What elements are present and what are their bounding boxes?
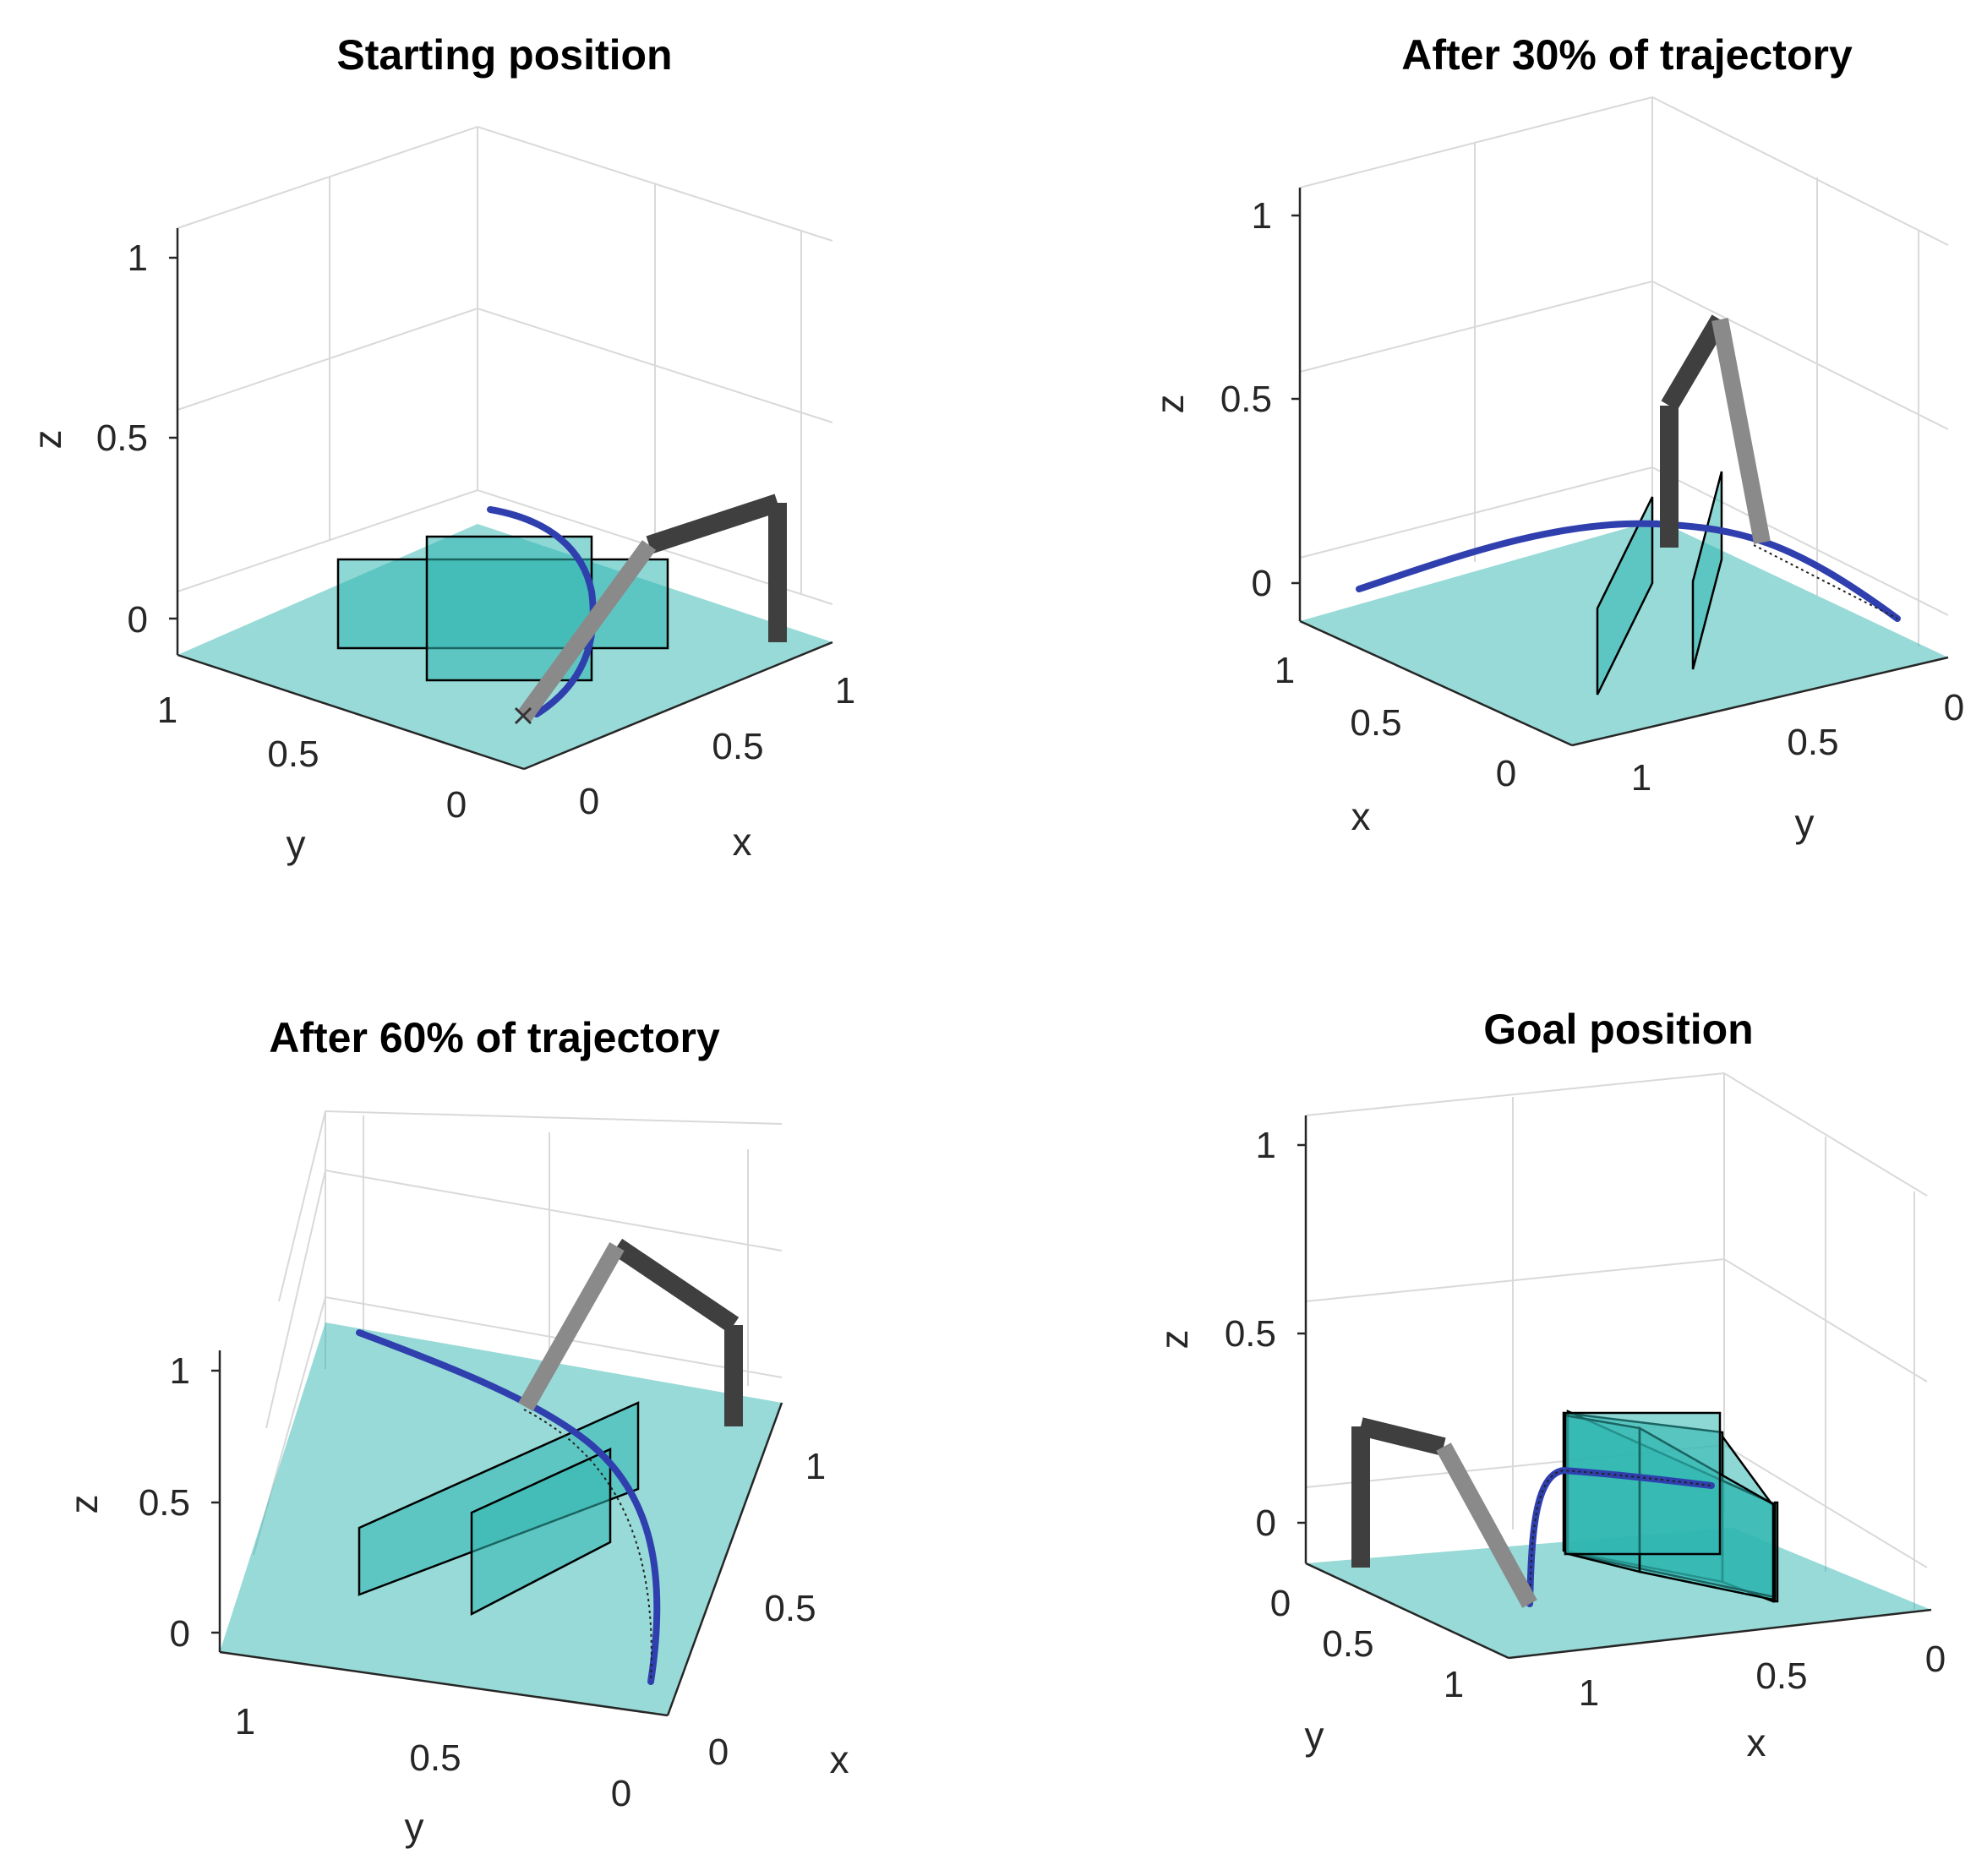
panel-1-ytick-1: 1 bbox=[157, 690, 177, 731]
panel-1-ylabel: y bbox=[287, 822, 306, 866]
panel-2-trajectory bbox=[1356, 520, 1901, 622]
panel-2-xtick-0.5: 0.5 bbox=[1350, 702, 1401, 744]
panel-3-trajectory bbox=[356, 1329, 661, 1685]
panel-starting-position: Starting position bbox=[25, 31, 855, 866]
panel-4-xlabel: x bbox=[1747, 1721, 1766, 1764]
panel-1-ytick-0: 0 bbox=[446, 784, 467, 826]
panel-3-xtick-0: 0 bbox=[708, 1731, 729, 1773]
panel-2-ytick-1: 1 bbox=[1631, 757, 1651, 799]
panel-2-ztick-0.5: 0.5 bbox=[1220, 379, 1272, 420]
panel-2-ylabel: y bbox=[1795, 801, 1815, 845]
panel-3-xtick-1: 1 bbox=[805, 1446, 826, 1487]
panel-3-ztick-0: 0 bbox=[170, 1613, 190, 1655]
panel-4-ztick-1: 1 bbox=[1256, 1125, 1276, 1166]
panel-2-robot-arm bbox=[1660, 314, 1771, 548]
panel-4-ztick-0: 0 bbox=[1256, 1502, 1276, 1544]
panel-1-xlabel: x bbox=[733, 820, 752, 864]
panel-1-xtick-0.5: 0.5 bbox=[712, 726, 763, 767]
panel-3-axes bbox=[211, 1350, 783, 1717]
panel-3-ztick-1: 1 bbox=[170, 1350, 190, 1392]
panel-1-xtick-1: 1 bbox=[835, 670, 855, 712]
panel-3-xlabel: x bbox=[830, 1737, 849, 1781]
panel-4-title: Goal position bbox=[1483, 1006, 1753, 1053]
panel-3-obstacles bbox=[358, 1401, 640, 1617]
panel-2-xtick-1: 1 bbox=[1275, 650, 1295, 691]
panel-2-title: After 30% of trajectory bbox=[1401, 31, 1853, 79]
panel-4-robot-arm bbox=[1351, 1417, 1537, 1608]
panel-4-axes bbox=[1297, 1115, 1932, 1660]
panel-1-title: Starting position bbox=[336, 31, 672, 79]
panel-3-title: After 60% of trajectory bbox=[269, 1014, 720, 1061]
panel-4-xtick-1: 1 bbox=[1579, 1672, 1599, 1714]
panel-1-robot-arm bbox=[514, 494, 787, 725]
panel-goal-position: Goal position bbox=[1152, 1006, 1946, 1764]
panel-1-ytick-0.5: 0.5 bbox=[267, 733, 319, 775]
panel-2-xtick-0: 0 bbox=[1496, 753, 1516, 794]
panel-2-ytick-0.5: 0.5 bbox=[1787, 722, 1838, 763]
panel-2-ztick-1: 1 bbox=[1252, 195, 1272, 237]
panel-2-xlabel: x bbox=[1351, 794, 1371, 838]
panel-3-ytick-0.5: 0.5 bbox=[409, 1737, 461, 1779]
panel-after-30-percent: After 30% of trajectory bbox=[1148, 31, 1964, 845]
panel-2-obstacles bbox=[1596, 471, 1723, 695]
panel-3-ylabel: y bbox=[405, 1805, 424, 1849]
panel-2-axes bbox=[1291, 188, 1949, 747]
panel-4-trajectory-markers bbox=[1529, 1469, 1712, 1605]
panel-3-robot-arm bbox=[518, 1238, 743, 1426]
panel-4-zlabel: z bbox=[1152, 1330, 1196, 1350]
panel-4-xtick-0: 0 bbox=[1925, 1639, 1946, 1680]
panel-2-grid bbox=[1299, 95, 1949, 646]
panel-3-ztick-0.5: 0.5 bbox=[139, 1482, 190, 1524]
panel-1-zlabel: z bbox=[25, 430, 69, 450]
panel-4-xtick-0.5: 0.5 bbox=[1755, 1655, 1807, 1697]
panel-3-trajectory-markers bbox=[523, 1409, 652, 1682]
panel-3-zlabel: z bbox=[62, 1495, 106, 1514]
panel-1-ztick-0: 0 bbox=[128, 599, 148, 641]
panel-2-ztick-0: 0 bbox=[1252, 563, 1272, 604]
panel-4-ylabel: y bbox=[1305, 1714, 1324, 1758]
panel-4-obstacles bbox=[1562, 1410, 1779, 1603]
panel-1-ztick-1: 1 bbox=[128, 237, 148, 279]
panel-1-xtick-0: 0 bbox=[579, 781, 599, 822]
panel-4-ytick-1: 1 bbox=[1444, 1664, 1464, 1705]
panel-3-ytick-0: 0 bbox=[611, 1773, 631, 1814]
panel-1-grid bbox=[177, 125, 833, 605]
panel-2-zlabel: z bbox=[1148, 395, 1192, 414]
panel-4-ytick-0: 0 bbox=[1270, 1583, 1291, 1624]
panel-1-trajectory bbox=[487, 506, 597, 717]
panel-4-ztick-0.5: 0.5 bbox=[1225, 1313, 1276, 1355]
panel-2-ytick-0: 0 bbox=[1944, 687, 1964, 728]
panel-4-grid bbox=[1305, 1072, 1928, 1610]
panel-3-ytick-1: 1 bbox=[235, 1701, 255, 1742]
panel-4-ytick-0.5: 0.5 bbox=[1322, 1623, 1373, 1665]
panel-1-axes bbox=[169, 228, 833, 771]
panel-1-ztick-0.5: 0.5 bbox=[96, 417, 148, 459]
panel-after-60-percent: After 60% of trajectory bbox=[62, 1014, 849, 1849]
panel-3-xtick-0.5: 0.5 bbox=[764, 1588, 816, 1629]
